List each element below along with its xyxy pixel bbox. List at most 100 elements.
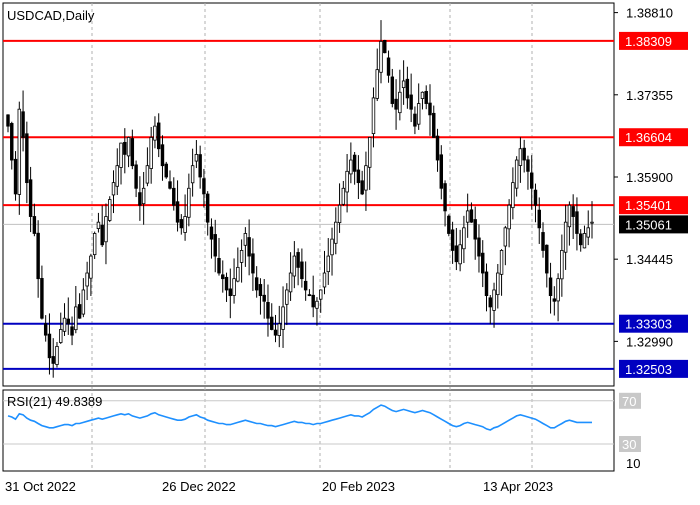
- candle: [205, 191, 210, 236]
- candle-body: [499, 250, 504, 275]
- candle: [130, 129, 135, 170]
- price-tick-label: 1.32990: [626, 334, 673, 349]
- candle: [341, 180, 346, 206]
- candle: [160, 135, 165, 181]
- candle-body: [17, 108, 22, 195]
- candle: [586, 210, 590, 246]
- candle-body: [401, 80, 406, 89]
- candle: [273, 314, 278, 343]
- candle: [503, 225, 508, 266]
- candle: [322, 250, 327, 295]
- candle: [352, 151, 357, 185]
- candle-body: [416, 103, 421, 125]
- candle: [28, 166, 33, 233]
- candle: [228, 268, 233, 319]
- rsi-label: RSI(21) 49.8389: [7, 394, 102, 409]
- candle-body: [10, 123, 14, 161]
- candle-body: [545, 244, 549, 274]
- candle-body: [319, 289, 323, 300]
- candle-body: [194, 153, 199, 162]
- candle-body: [341, 187, 346, 205]
- candle: [567, 201, 572, 246]
- candle-body: [571, 206, 575, 217]
- candle: [251, 238, 255, 291]
- candle: [590, 201, 594, 239]
- candle: [364, 151, 368, 211]
- candle-body: [563, 221, 568, 253]
- level-price-text: 1.36604: [625, 130, 672, 145]
- candle: [511, 167, 515, 220]
- candle: [560, 234, 564, 297]
- candle: [330, 227, 334, 276]
- candle: [337, 183, 342, 233]
- candle-body: [394, 98, 398, 110]
- candle-body: [484, 271, 489, 297]
- candle-body: [160, 144, 165, 167]
- candle-body: [251, 253, 255, 274]
- candle-body: [300, 261, 304, 280]
- rsi-level-tag: [619, 392, 641, 409]
- candle-body: [236, 266, 240, 282]
- candle-body: [575, 211, 579, 234]
- level-price-tag: [619, 31, 688, 50]
- candle-body: [462, 227, 466, 250]
- candle-body: [270, 316, 274, 330]
- candle: [409, 73, 413, 123]
- candle: [96, 212, 101, 233]
- candle: [473, 206, 477, 260]
- level-price-tag: [619, 359, 688, 378]
- candle: [281, 286, 285, 348]
- price-tick-label: 1.37355: [626, 88, 673, 103]
- candle: [424, 85, 428, 110]
- candle: [499, 249, 504, 296]
- candle-body: [303, 280, 308, 291]
- candle: [10, 121, 14, 170]
- candle-body: [315, 300, 319, 309]
- candle-body: [548, 277, 553, 297]
- candle: [356, 155, 361, 200]
- candle: [288, 252, 293, 301]
- candle: [303, 261, 308, 301]
- candle: [236, 247, 240, 283]
- candle-body: [481, 252, 485, 274]
- candle: [285, 283, 289, 326]
- candle-body: [96, 221, 101, 229]
- candle-body: [432, 112, 436, 138]
- candle-body: [367, 137, 372, 168]
- candle-body: [277, 323, 281, 336]
- candle-body: [92, 233, 97, 256]
- candle-body: [156, 122, 161, 150]
- candle: [13, 151, 18, 201]
- candle-body: [164, 163, 168, 178]
- candle-body: [443, 183, 447, 212]
- candle: [111, 170, 116, 214]
- candle-body: [337, 204, 342, 224]
- candle: [375, 48, 379, 102]
- candle-body: [108, 199, 112, 221]
- candle-body: [529, 172, 534, 189]
- candle-body: [307, 294, 312, 297]
- candle-body: [413, 113, 417, 127]
- candle-body: [153, 125, 157, 141]
- candle-body: [465, 210, 470, 223]
- candle: [36, 220, 40, 298]
- candle: [345, 154, 349, 213]
- candle: [496, 264, 500, 309]
- candle-body: [217, 258, 221, 274]
- candle: [145, 147, 150, 187]
- candle: [386, 50, 391, 83]
- candle: [398, 69, 402, 121]
- candle: [59, 312, 63, 344]
- candle: [277, 305, 281, 348]
- candle-body: [477, 237, 481, 257]
- level-price-tags: 1.35061 1.38309 1.36604 1.35401 1.33303 1.325…: [619, 31, 688, 378]
- candle: [81, 278, 86, 318]
- candle-body: [285, 289, 289, 305]
- candle-body: [296, 252, 300, 268]
- candle-body: [383, 40, 387, 54]
- candle-body: [138, 192, 142, 206]
- candle-body: [36, 232, 40, 280]
- candle: [149, 126, 153, 184]
- candle-body: [258, 284, 263, 297]
- candle: [100, 205, 104, 247]
